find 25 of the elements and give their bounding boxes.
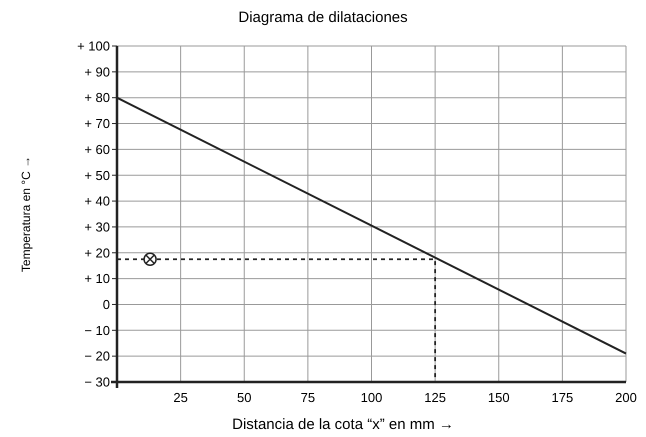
y-tick-label: + 10 xyxy=(84,271,110,286)
y-tick-label: 0 xyxy=(102,297,110,312)
y-tick-label: + 80 xyxy=(84,90,110,106)
y-tick-label: + 90 xyxy=(84,64,110,80)
x-tick-label: 75 xyxy=(300,390,316,405)
y-tick-label: + 40 xyxy=(84,194,110,209)
x-tick-label: 125 xyxy=(424,390,446,405)
x-tick-label: 175 xyxy=(552,390,574,405)
y-tick-label: − 30 xyxy=(84,374,110,390)
y-tick-label: − 20 xyxy=(84,348,110,364)
y-tick-label: + 30 xyxy=(84,219,110,234)
y-tick-label: + 50 xyxy=(84,168,110,183)
x-tick-label: 150 xyxy=(488,390,510,405)
y-axis-title: Temperatura en °C → xyxy=(19,156,33,272)
x-tick-label: 100 xyxy=(360,390,382,405)
x-axis-title: Distancia de la cota “x” en mm → xyxy=(232,416,454,433)
y-tick-label: − 10 xyxy=(84,322,110,338)
x-tick-label: 25 xyxy=(173,390,188,405)
y-tick-label: + 20 xyxy=(84,245,110,260)
y-tick-label: + 60 xyxy=(84,142,110,157)
x-tick-label: 50 xyxy=(237,390,252,405)
x-tick-label: 200 xyxy=(615,390,637,405)
y-tick-label: + 100 xyxy=(77,38,110,54)
y-tick-label: + 70 xyxy=(84,116,110,132)
chart-title: Diagrama de dilataciones xyxy=(238,9,408,26)
